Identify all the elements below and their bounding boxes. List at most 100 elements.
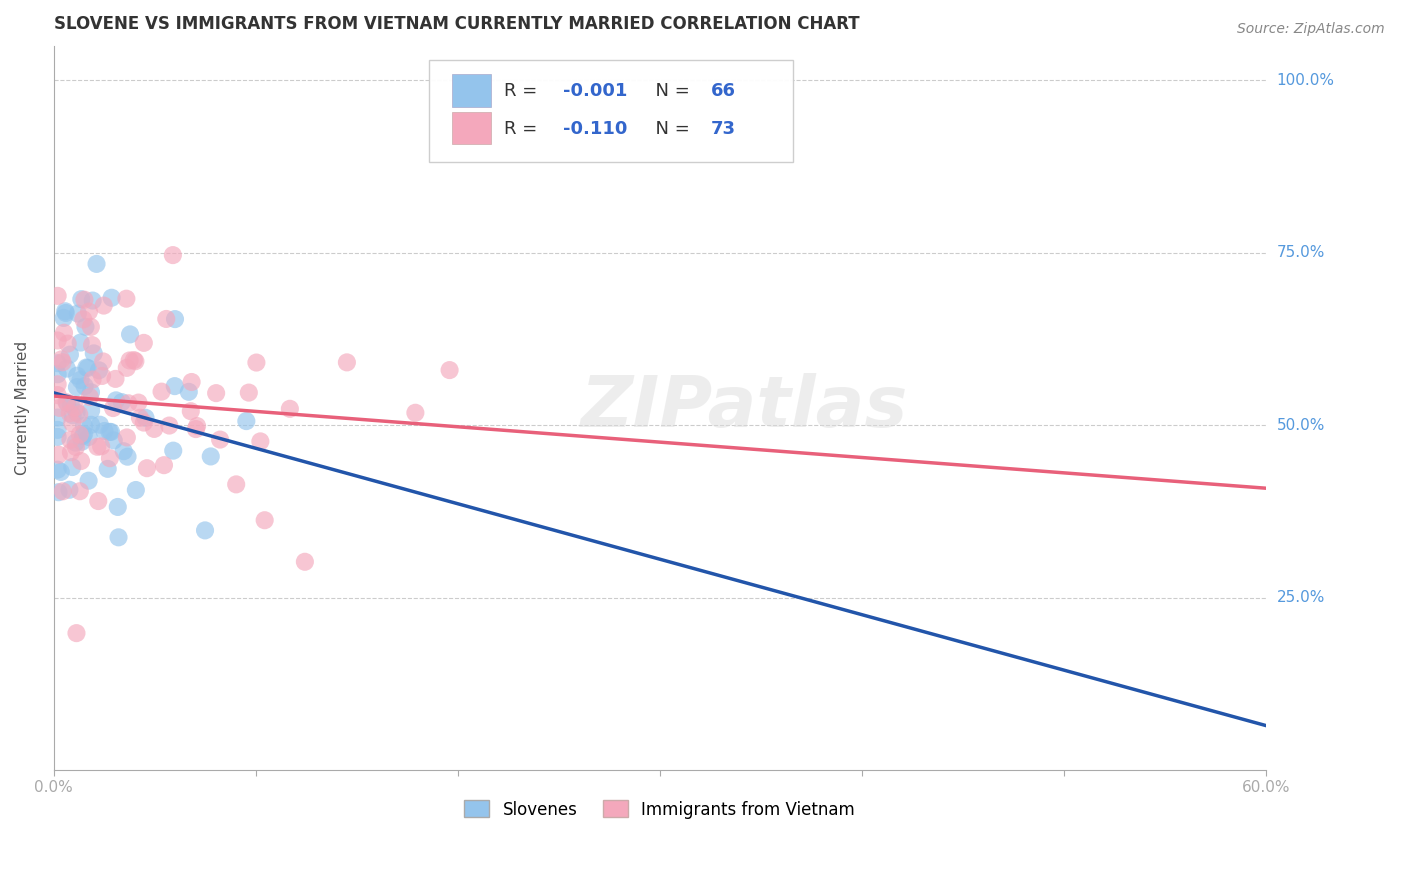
- Point: [153, 458, 176, 472]
- Point: [104, 372, 127, 386]
- Point: [49, 465, 72, 479]
- Point: [51, 355, 73, 369]
- Point: [278, 401, 301, 416]
- Point: [79, 390, 101, 404]
- Point: [62, 409, 84, 423]
- Point: [105, 393, 128, 408]
- Point: [115, 360, 138, 375]
- Point: [98, 451, 121, 466]
- Point: [48, 485, 70, 500]
- Point: [235, 414, 257, 428]
- Point: [77, 430, 100, 444]
- Point: [56, 361, 79, 376]
- Point: [70, 434, 93, 449]
- Point: [162, 443, 184, 458]
- Point: [177, 384, 200, 399]
- Point: [127, 395, 149, 409]
- Point: [163, 312, 186, 326]
- Point: [124, 354, 146, 368]
- Point: [180, 375, 202, 389]
- Point: [93, 299, 115, 313]
- Point: [120, 327, 142, 342]
- Point: [157, 418, 180, 433]
- FancyBboxPatch shape: [453, 112, 491, 145]
- Point: [51, 352, 73, 367]
- Point: [77, 304, 100, 318]
- Point: [46, 423, 69, 437]
- Y-axis label: Currently Married: Currently Married: [15, 341, 30, 475]
- Point: [46, 377, 69, 392]
- Point: [86, 440, 108, 454]
- Point: [80, 320, 103, 334]
- Text: 66: 66: [710, 82, 735, 100]
- Point: [69, 427, 91, 442]
- Point: [65, 626, 87, 640]
- Point: [112, 444, 135, 458]
- Text: 75.0%: 75.0%: [1277, 245, 1324, 260]
- Point: [69, 373, 91, 387]
- Point: [53, 326, 76, 340]
- Point: [100, 425, 122, 439]
- Point: [59, 433, 82, 447]
- Point: [115, 430, 138, 444]
- Point: [134, 410, 156, 425]
- Text: R =: R =: [505, 82, 544, 100]
- Text: 50.0%: 50.0%: [1277, 417, 1324, 433]
- Point: [186, 419, 208, 434]
- Point: [55, 306, 77, 320]
- Point: [48, 448, 70, 462]
- Point: [129, 410, 152, 425]
- Point: [163, 379, 186, 393]
- Point: [100, 291, 122, 305]
- Point: [238, 385, 260, 400]
- Point: [77, 474, 100, 488]
- Point: [73, 427, 96, 442]
- Point: [66, 307, 89, 321]
- Point: [60, 460, 83, 475]
- Point: [46, 368, 69, 382]
- Point: [143, 422, 166, 436]
- Point: [65, 435, 87, 450]
- Point: [180, 404, 202, 418]
- Point: [205, 386, 228, 401]
- Point: [101, 401, 124, 415]
- Point: [336, 355, 359, 369]
- Point: [83, 346, 105, 360]
- Text: 25.0%: 25.0%: [1277, 590, 1324, 605]
- Text: 73: 73: [710, 120, 735, 138]
- Point: [55, 395, 77, 409]
- Point: [89, 417, 111, 432]
- Point: [86, 257, 108, 271]
- Point: [132, 335, 155, 350]
- Point: [103, 434, 125, 448]
- Point: [75, 360, 97, 375]
- Point: [67, 407, 90, 421]
- Point: [58, 483, 80, 497]
- Point: [184, 422, 207, 436]
- Point: [97, 462, 120, 476]
- Text: -0.110: -0.110: [562, 120, 627, 138]
- Point: [46, 463, 69, 477]
- Point: [439, 363, 461, 377]
- Point: [125, 483, 148, 497]
- Text: R =: R =: [505, 120, 544, 138]
- Point: [52, 310, 75, 325]
- Point: [48, 401, 70, 415]
- FancyBboxPatch shape: [429, 60, 793, 161]
- Point: [93, 424, 115, 438]
- Point: [72, 312, 94, 326]
- Point: [59, 397, 82, 411]
- Point: [150, 384, 173, 399]
- Point: [118, 353, 141, 368]
- Point: [87, 494, 110, 508]
- Point: [115, 292, 138, 306]
- Point: [136, 461, 159, 475]
- Point: [66, 368, 89, 383]
- Point: [46, 388, 69, 402]
- Point: [209, 433, 232, 447]
- Point: [69, 484, 91, 499]
- Point: [73, 379, 96, 393]
- Point: [59, 406, 82, 420]
- Point: [66, 380, 89, 394]
- FancyBboxPatch shape: [453, 74, 491, 106]
